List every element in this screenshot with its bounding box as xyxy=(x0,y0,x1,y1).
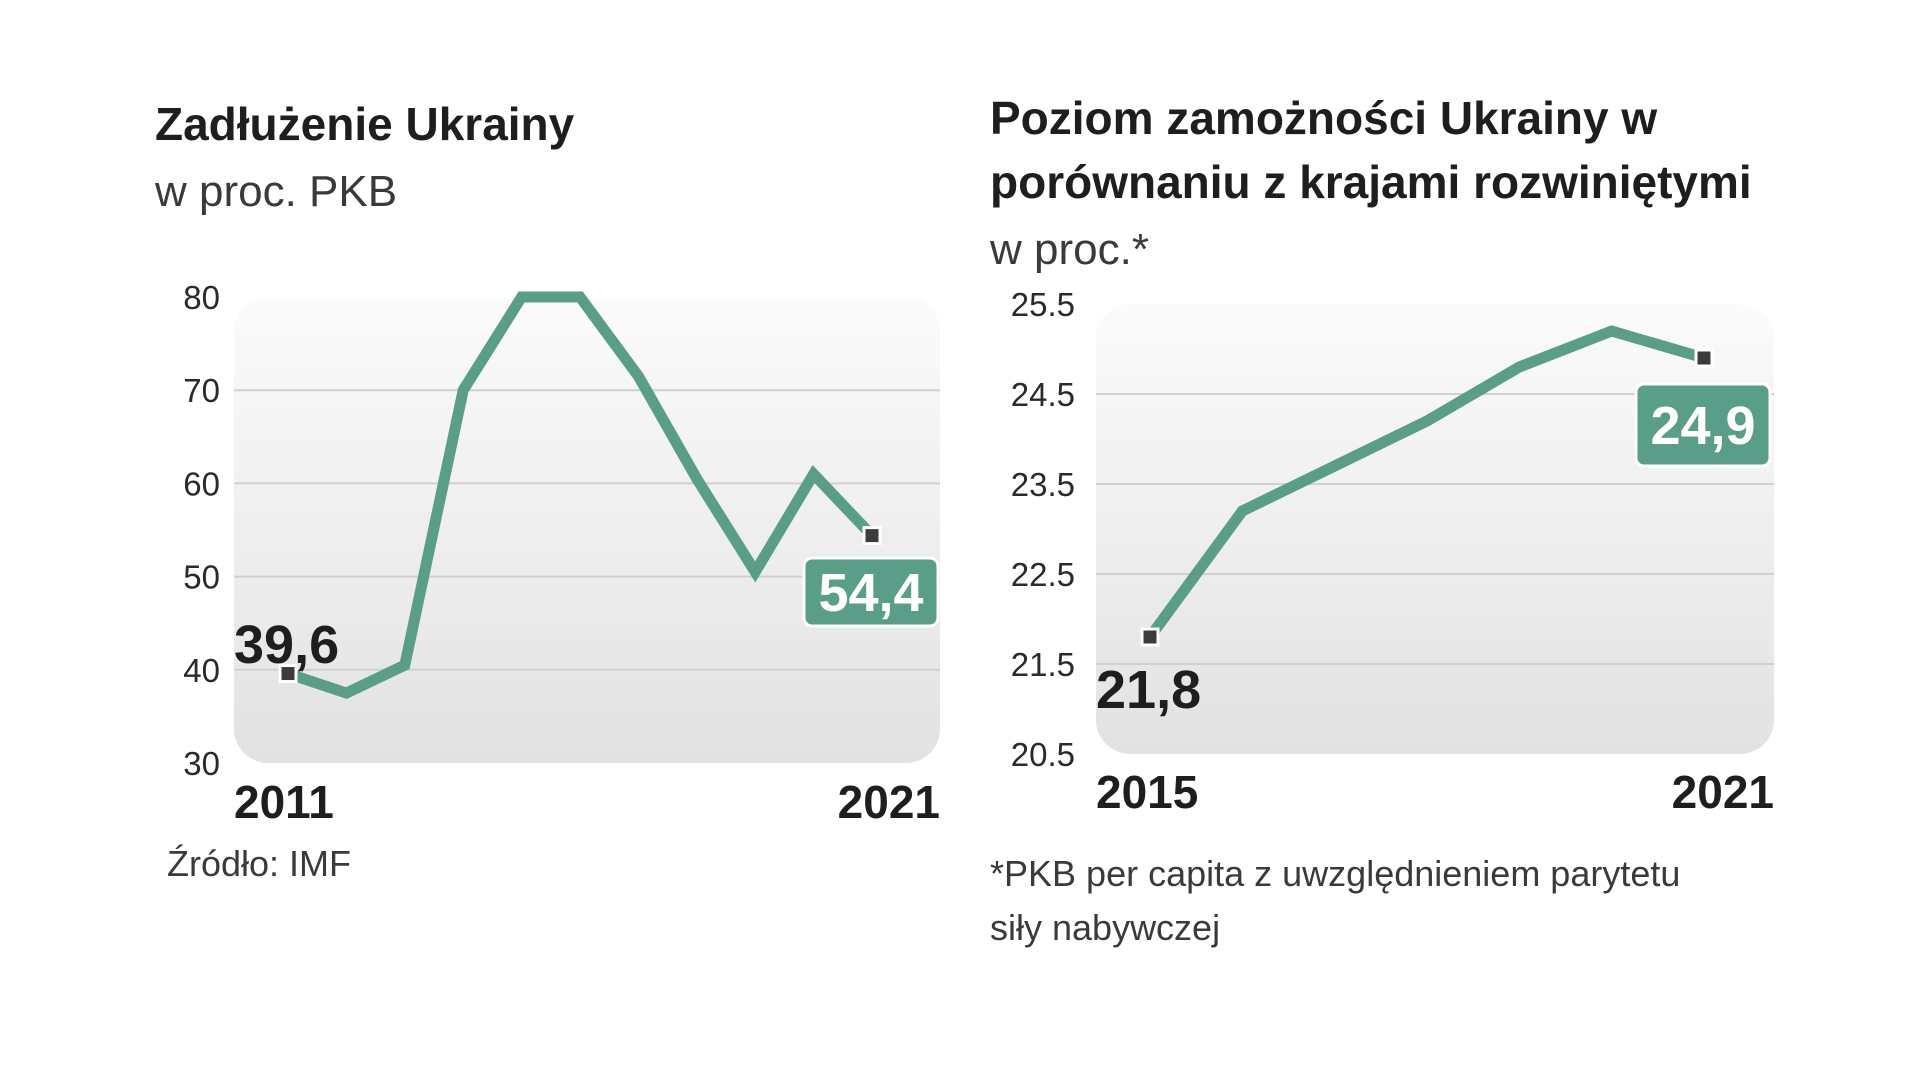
start-value-label: 39,6 xyxy=(234,615,339,675)
chart1-source: Źródło: IMF xyxy=(167,843,352,884)
y-tick-label: 30 xyxy=(183,745,220,782)
series-line xyxy=(286,291,876,700)
chart1-title: Zadłużenie Ukrainy xyxy=(155,98,575,150)
start-value-label: 21,8 xyxy=(1096,660,1201,720)
chart2-footnote-line2: siły nabywczej xyxy=(990,907,1221,948)
end-value-label: 24,9 xyxy=(1650,396,1755,456)
wealth-chart: 20.5 21.5 22.5 23.5 24.5 25.5 2015 2021 21,8 24,9 xyxy=(1011,286,1774,818)
chart2-title-line2: porównaniu z krajami rozwiniętymi xyxy=(990,156,1752,208)
debt-chart: 30 40 50 60 70 80 2011 2021 39,6 54,4 xyxy=(183,279,940,828)
chart2-title-line1: Poziom zamożności Ukrainy w xyxy=(990,92,1658,144)
chart2-footnote-line1: *PKB per capita z uwzględnieniem parytet… xyxy=(990,853,1681,894)
series-line xyxy=(1145,325,1706,641)
plot-background xyxy=(1096,304,1774,754)
y-tick-label: 23.5 xyxy=(1011,466,1075,503)
data-point-marker xyxy=(1694,348,1714,368)
y-tick-label: 50 xyxy=(183,559,220,596)
y-tick-label: 60 xyxy=(183,465,220,502)
y-tick-label: 24.5 xyxy=(1011,376,1075,413)
data-point-marker xyxy=(278,664,298,684)
data-point-marker xyxy=(862,526,882,546)
end-value-badge xyxy=(802,556,940,628)
y-tick-label: 21.5 xyxy=(1011,646,1075,683)
end-value-badge xyxy=(1634,382,1772,468)
y-tick-label: 40 xyxy=(183,652,220,689)
x-end-year: 2021 xyxy=(838,776,940,828)
x-end-year: 2021 xyxy=(1672,766,1774,818)
y-tick-label: 20.5 xyxy=(1011,736,1075,773)
x-start-year: 2011 xyxy=(234,776,334,828)
y-tick-label: 80 xyxy=(183,279,220,316)
y-tick-label: 70 xyxy=(183,372,220,409)
y-tick-label: 22.5 xyxy=(1011,556,1075,593)
end-value-label: 54,4 xyxy=(818,563,923,623)
chart1-subtitle: w proc. PKB xyxy=(155,167,398,216)
data-point-marker xyxy=(1140,627,1160,647)
x-start-year: 2015 xyxy=(1096,766,1198,818)
y-tick-label: 25.5 xyxy=(1011,286,1075,323)
chart2-subtitle: w proc.* xyxy=(990,225,1149,274)
